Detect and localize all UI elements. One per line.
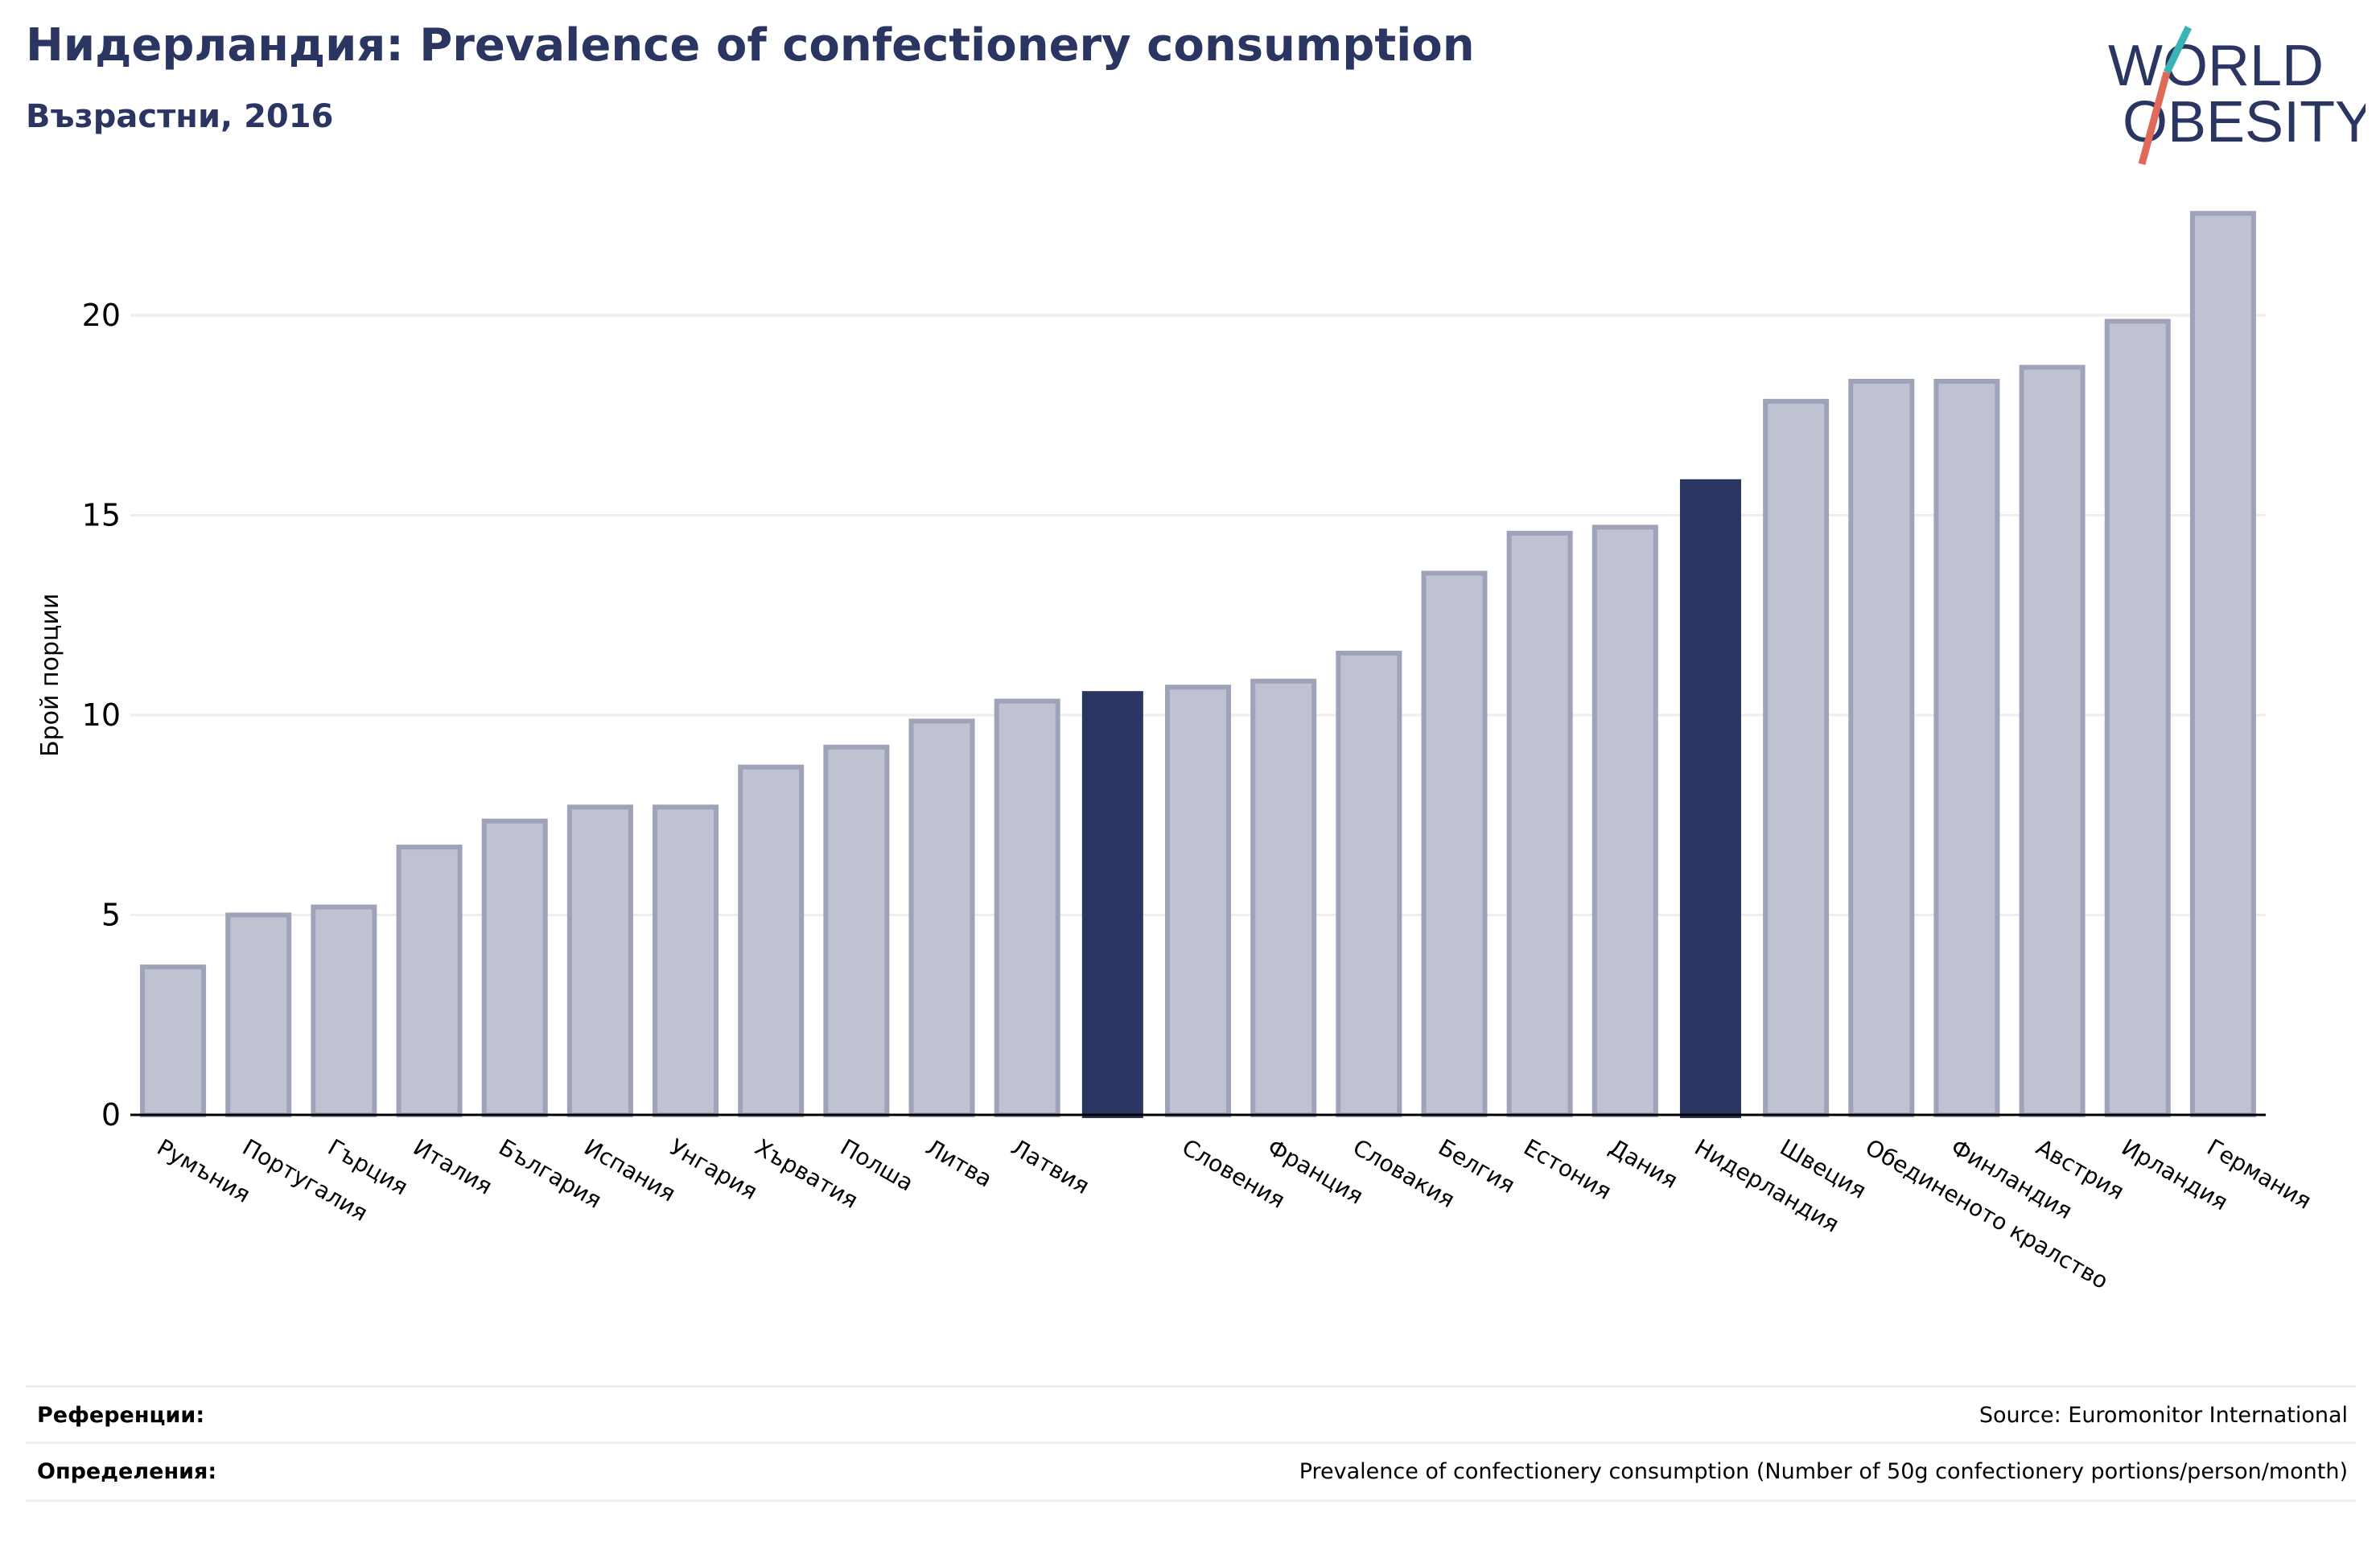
y-tick-label: 10 <box>82 697 121 733</box>
bar <box>1506 530 1573 1117</box>
x-tick-label: Естония <box>1519 1133 1616 1205</box>
bar <box>1081 691 1143 1118</box>
chart-subtitle: Възрастни, 2016 <box>26 98 334 135</box>
bar <box>1763 398 1830 1118</box>
bar <box>908 718 975 1118</box>
references-label: Референции: <box>37 1403 205 1428</box>
logo-line2: OBESITY <box>2123 90 2366 154</box>
chart-title: Нидерландия: Prevalence of confectionery… <box>26 19 1475 72</box>
bar <box>481 818 548 1118</box>
x-tick-label: Латвия <box>1007 1133 1093 1199</box>
bar <box>994 698 1060 1117</box>
bar <box>1848 379 1915 1117</box>
bar <box>823 744 890 1117</box>
world-obesity-logo: WORLD OBESITY <box>2108 26 2366 166</box>
bar <box>2019 364 2086 1117</box>
y-tick-label: 15 <box>82 498 121 533</box>
footer-divider-bottom <box>26 1499 2356 1502</box>
bar <box>1933 379 2000 1117</box>
y-tick-label: 5 <box>101 898 121 933</box>
logo-slash-coral <box>2138 71 2171 166</box>
footer-divider-middle <box>26 1441 2356 1444</box>
bar <box>1250 678 1317 1117</box>
bar <box>653 804 719 1117</box>
x-tick-label: Италия <box>409 1133 496 1199</box>
x-tick-label: Дания <box>1604 1133 1682 1194</box>
y-tick-label: 0 <box>101 1097 121 1133</box>
bar <box>566 804 633 1117</box>
bar <box>2104 319 2171 1117</box>
bar <box>1336 650 1402 1117</box>
bar <box>2189 211 2256 1117</box>
bar <box>225 912 292 1117</box>
references-value: Source: Euromonitor International <box>1979 1403 2348 1428</box>
bar <box>140 964 207 1117</box>
bar <box>1165 685 1231 1117</box>
definitions-label: Определения: <box>37 1459 217 1484</box>
logo-slash-teal <box>2163 26 2193 74</box>
footer-divider-top <box>26 1385 2356 1388</box>
x-tick-label: Нидерландия <box>1690 1133 1843 1237</box>
x-tick-label: Румъния <box>153 1133 255 1207</box>
x-tick-label: Литва <box>921 1133 997 1192</box>
y-axis-label: Брой порции <box>36 594 64 757</box>
bar <box>396 845 463 1117</box>
definitions-value: Prevalence of confectionery consumption … <box>1299 1459 2348 1484</box>
bar <box>1591 524 1658 1117</box>
bar <box>1679 479 1741 1118</box>
bar <box>1421 570 1488 1117</box>
logo-line1: WORLD <box>2108 34 2324 98</box>
y-tick-label: 20 <box>82 298 121 333</box>
x-tick-label: Унгария <box>665 1133 762 1205</box>
bar <box>738 764 805 1117</box>
bar <box>311 904 377 1118</box>
